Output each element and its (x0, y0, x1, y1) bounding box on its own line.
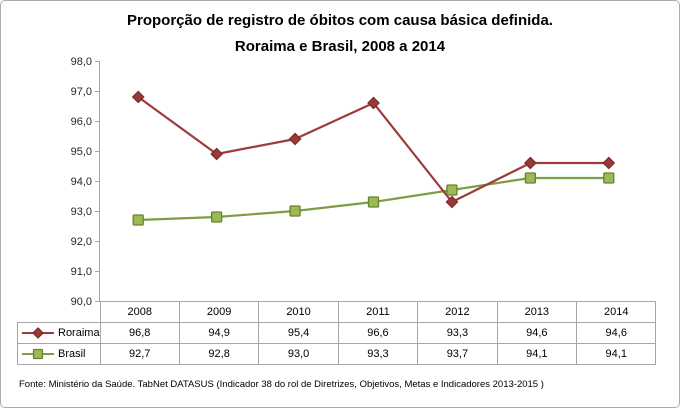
roraima-marker (32, 327, 44, 339)
brasil-marker (603, 172, 615, 184)
table-corner-blank (18, 302, 101, 323)
year-header-cell: 2014 (576, 301, 657, 323)
year-header-cell: 2013 (496, 301, 578, 323)
legend-cell-roraima: Roraima (17, 322, 101, 344)
value-cell: 96,8 (99, 322, 180, 344)
roraima-marker (210, 147, 224, 161)
brasil-marker (524, 172, 537, 184)
y-tick-label: 90,0 (71, 296, 92, 308)
brasil-marker (210, 211, 223, 223)
value-cell: 93,3 (417, 322, 498, 344)
value-cell: 94,9 (178, 322, 260, 344)
y-tick-label: 92,0 (71, 236, 92, 248)
data-table: 2008 2009 2010 2011 2012 2013 2014 Roraima 96,8 9… (17, 301, 657, 365)
value-cell: 93,3 (337, 343, 419, 365)
value-cell: 92,7 (99, 343, 180, 365)
series-line-roraima (137, 96, 609, 204)
legend-label: Roraima (58, 327, 100, 340)
brasil-marker (446, 184, 458, 196)
y-tick-label: 97,0 (71, 86, 92, 98)
year-header-cell: 2011 (337, 301, 419, 323)
y-tick-label: 91,0 (71, 266, 92, 278)
brasil-marker (367, 196, 380, 208)
year-header-cell: 2008 (99, 301, 180, 323)
legend-cell-brasil: Brasil (17, 343, 101, 365)
brasil-legend-icon (22, 348, 54, 360)
year-header-cell: 2010 (258, 301, 339, 323)
roraima-marker (288, 132, 302, 146)
value-cell: 94,6 (576, 322, 657, 344)
value-cell: 94,1 (496, 343, 578, 365)
roraima-legend-icon (22, 327, 54, 339)
source-note: Fonte: Ministério da Saúde. TabNet DATAS… (19, 379, 544, 390)
value-cell: 94,6 (496, 322, 578, 344)
chart-title-line1: Proporção de registro de óbitos com caus… (127, 12, 553, 29)
roraima-marker (602, 156, 616, 170)
y-tick-label: 94,0 (71, 176, 92, 188)
value-cell: 94,1 (576, 343, 657, 365)
value-cell: 95,4 (258, 322, 339, 344)
y-tick-label: 93,0 (71, 206, 92, 218)
value-cell: 93,7 (417, 343, 498, 365)
brasil-marker (32, 348, 44, 360)
value-cell: 92,8 (178, 343, 260, 365)
chart-title-line2: Roraima e Brasil, 2008 a 2014 (234, 38, 446, 55)
chart-title: Proporção de registro de óbitos com caus… (1, 8, 679, 60)
roraima-marker (367, 96, 380, 110)
value-cell: 96,6 (337, 322, 419, 344)
y-tick-label: 95,0 (71, 146, 92, 158)
legend-label: Brasil (58, 348, 86, 361)
value-cell: 93,0 (258, 343, 339, 365)
y-tick-label: 96,0 (71, 116, 92, 128)
year-header-cell: 2009 (178, 301, 260, 323)
roraima-marker (523, 156, 537, 170)
y-tick-label: 98,0 (71, 56, 92, 68)
roraima-marker (131, 90, 145, 104)
brasil-marker (289, 205, 301, 217)
year-header-cell: 2012 (417, 301, 498, 323)
brasil-marker (132, 214, 144, 226)
roraima-marker (445, 195, 459, 209)
